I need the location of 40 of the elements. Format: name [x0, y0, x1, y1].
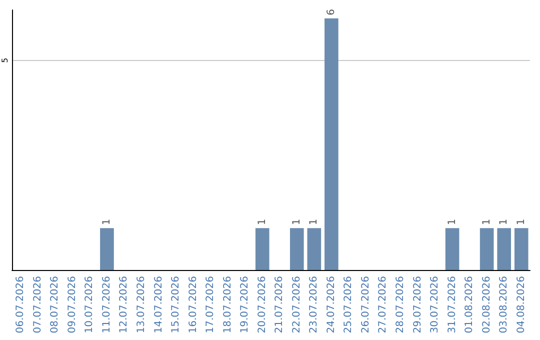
x-tick-label: 24.07.2026	[326, 276, 337, 334]
x-tick-label: 21.07.2026	[274, 276, 286, 334]
data-label: 1	[498, 218, 510, 226]
x-tick-label: 20.07.2026	[256, 276, 268, 334]
x-tick-label: 25.07.2026	[343, 276, 354, 334]
x-tick-label: 13.07.2026	[136, 276, 147, 334]
x-tick-label: 02.08.2026	[481, 276, 492, 334]
x-tick-label: 26.07.2026	[360, 276, 372, 334]
x-tick-label: 12.07.2026	[118, 276, 130, 334]
x-tick-label: 16.07.2026	[188, 276, 199, 334]
data-label: 6	[326, 9, 337, 16]
x-tick-label: 17.07.2026	[205, 276, 216, 334]
x-tick-label: 09.07.2026	[66, 276, 78, 334]
x-tick-label: 22.07.2026	[291, 276, 302, 334]
x-tick-label: 03.08.2026	[498, 276, 510, 334]
x-tick-label: 31.07.2026	[446, 276, 458, 334]
x-tick-label: 29.07.2026	[412, 276, 424, 334]
x-tick-label: 04.08.2026	[516, 276, 527, 334]
x-tick-label: 15.07.2026	[170, 276, 182, 334]
x-tick-label: 07.07.2026	[32, 276, 44, 334]
y-tick-label: 5	[0, 58, 10, 63]
x-tick-label: 28.07.2026	[395, 276, 406, 334]
x-tick-label: 10.07.2026	[84, 276, 96, 334]
data-label: 1	[308, 218, 320, 226]
x-tick-label: 01.08.2026	[464, 276, 476, 334]
x-tick-label: 27.07.2026	[378, 276, 389, 334]
data-label: 1	[291, 218, 302, 226]
data-label: 1	[446, 218, 458, 226]
x-tick-label: 14.07.2026	[153, 276, 164, 334]
data-label: 1	[101, 218, 112, 226]
x-tick-label: 18.07.2026	[222, 276, 234, 334]
x-tick-label: 06.07.2026	[15, 276, 26, 334]
x-tick-label: 11.07.2026	[101, 276, 112, 334]
data-label: 1	[516, 218, 527, 226]
x-tick-label: 19.07.2026	[240, 276, 251, 334]
x-tick-label: 08.07.2026	[50, 276, 61, 334]
data-label: 1	[256, 218, 268, 226]
x-tick-label: 30.07.2026	[430, 276, 441, 334]
x-tick-label: 23.07.2026	[308, 276, 320, 334]
data-label: 1	[481, 218, 492, 226]
